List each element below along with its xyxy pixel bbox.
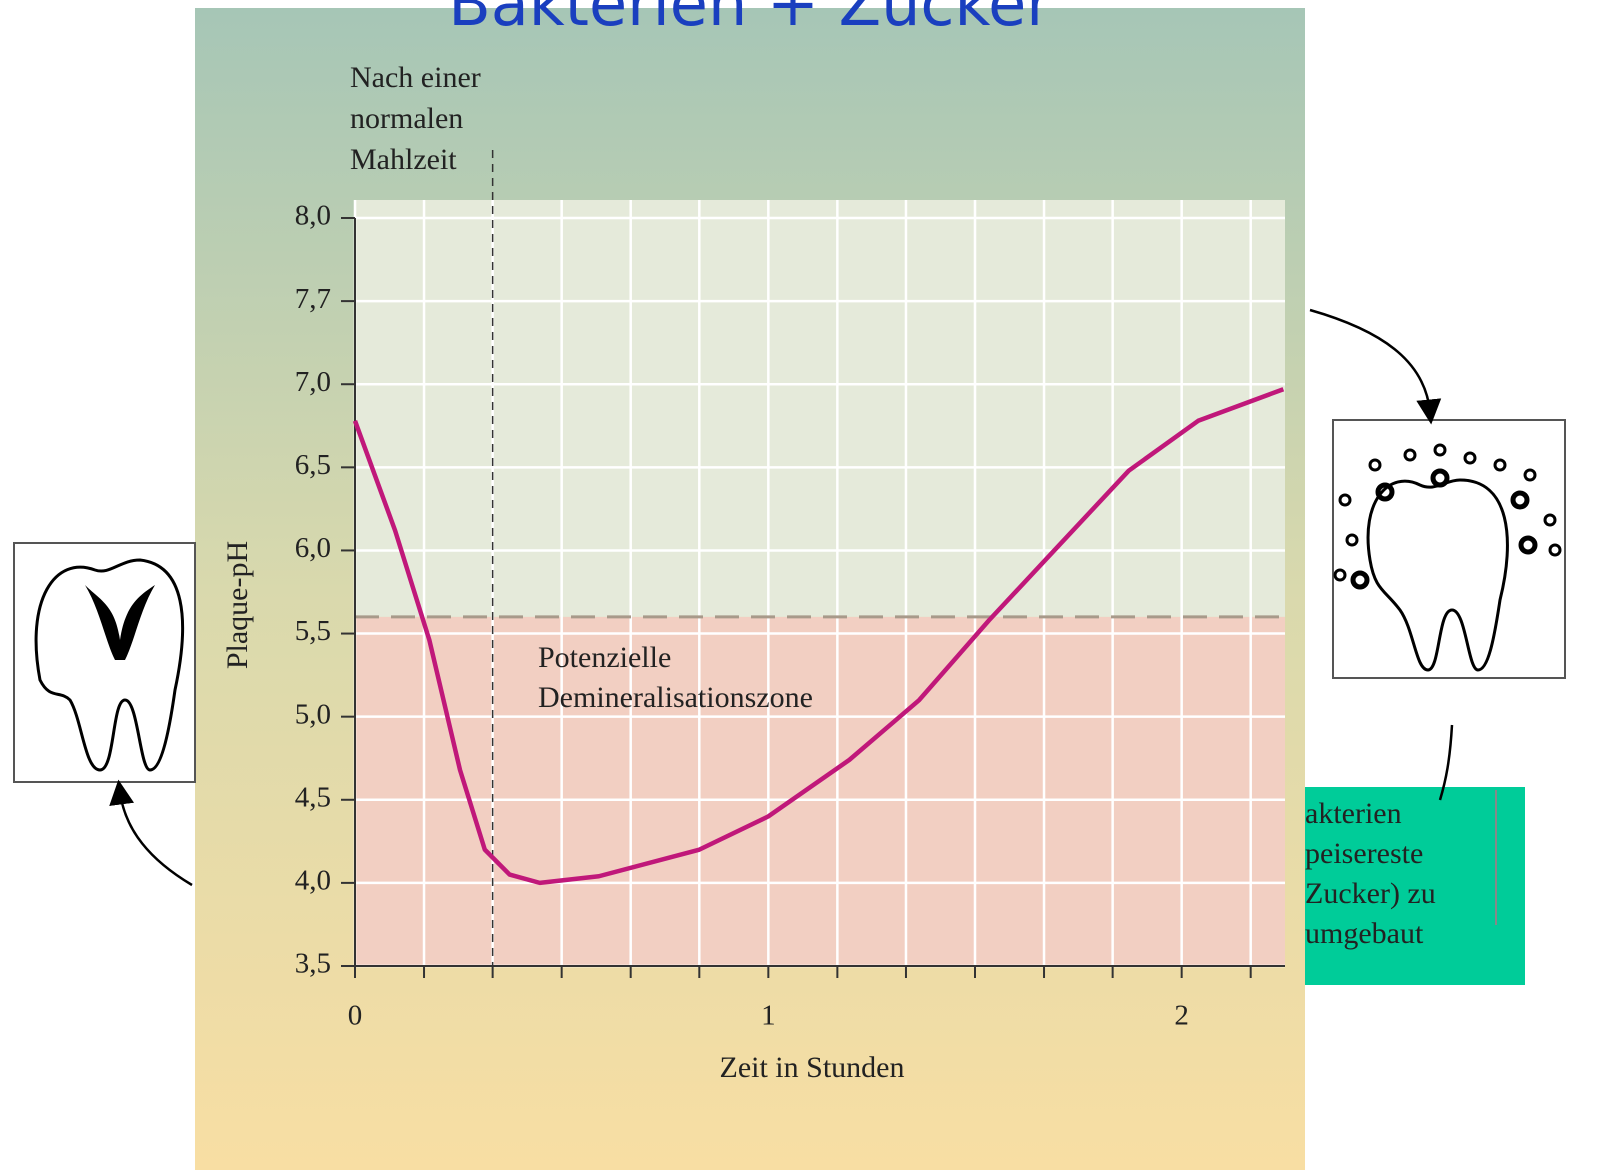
note-line: peisereste xyxy=(1305,837,1423,870)
annotation: normalen xyxy=(350,102,463,135)
note-line: Zucker) zu xyxy=(1305,877,1436,910)
y-tick-label: 5,0 xyxy=(295,698,331,730)
y-axis-label: Plaque-pH xyxy=(221,541,254,669)
chart: Nach einer normalen Mahlzeit Potenzielle Dem… xyxy=(221,61,1285,1084)
demineralisation-zone xyxy=(355,617,1285,966)
y-tick-label: 6,0 xyxy=(295,532,331,564)
y-tick-label: 4,5 xyxy=(295,781,331,813)
annotation: Mahlzeit xyxy=(350,143,457,176)
arrow xyxy=(120,792,192,885)
page: {"title": "Bakterien + Zucker", "note": … xyxy=(0,0,1602,1170)
y-tick-label: 7,0 xyxy=(295,366,331,398)
x-axis-label: Zeit in Stunden xyxy=(720,1051,905,1084)
arrow xyxy=(1310,310,1430,412)
y-tick-label: 7,7 xyxy=(295,283,331,315)
safe-zone xyxy=(355,200,1285,617)
slide-title: Bakterien + Zucker xyxy=(448,0,1052,40)
y-tick-label: 8,0 xyxy=(295,200,331,232)
slide: akterien peisereste Zucker) zu umgebaut Bak… xyxy=(0,0,1602,1170)
y-tick-label: 5,5 xyxy=(295,615,331,647)
y-tick-label: 6,5 xyxy=(295,449,331,481)
zone-label: Demineralisationszone xyxy=(538,681,813,714)
x-tick-label: 0 xyxy=(348,1000,363,1032)
y-tick-label: 3,5 xyxy=(295,948,331,980)
x-tick-label: 1 xyxy=(761,1000,776,1032)
tooth-box-left xyxy=(14,543,195,782)
annotation: Nach einer xyxy=(350,61,481,94)
note-line: akterien xyxy=(1305,797,1402,830)
zone-label: Potenzielle xyxy=(538,641,671,674)
note-line: umgebaut xyxy=(1305,917,1424,950)
x-tick-label: 2 xyxy=(1174,1000,1189,1032)
y-tick-label: 4,0 xyxy=(295,865,331,897)
